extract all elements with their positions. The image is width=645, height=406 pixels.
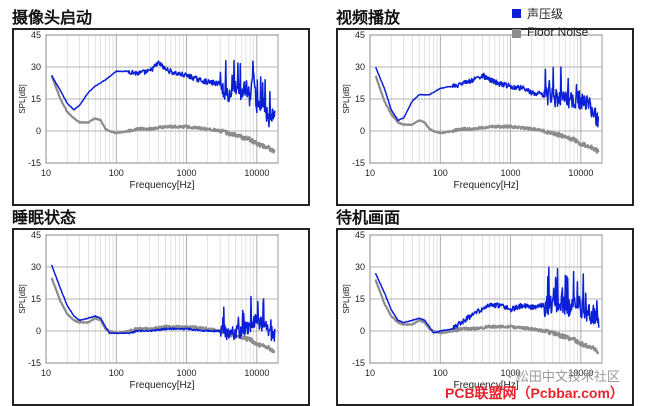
x-tick-label: 10000	[568, 168, 593, 178]
chart-title: 睡眠状态	[12, 208, 77, 227]
y-tick-label: 30	[355, 262, 365, 272]
x-tick-label: 1000	[501, 168, 521, 178]
y-tick-label: 30	[355, 62, 365, 72]
legend-item-spl: 声压级	[512, 4, 642, 24]
y-axis-label: SPL[dB]	[342, 284, 351, 313]
series-line-spl	[374, 66, 600, 128]
y-tick-label: 30	[31, 62, 41, 72]
legend-label: 声压级	[527, 7, 564, 21]
chart-svg: -15 0 15 30 45 10 100 1000 10000 Frequency[Hz] SPL…	[342, 230, 603, 391]
x-tick-label: 100	[433, 168, 448, 178]
x-tick-label: 1000	[177, 368, 197, 378]
y-tick-label: -15	[352, 358, 365, 368]
y-tick-label: -15	[28, 158, 41, 168]
series-line-spl	[51, 59, 276, 128]
series-line-floor-noise	[374, 279, 600, 355]
chart-panel-sleep-state: 睡眠状态 -15 0 15 30 45 10 100 1000 10000 Frequency[H…	[10, 208, 326, 406]
x-tick-label: 10000	[244, 368, 269, 378]
chart-panel-camera-start: 摄像头启动 -15 0 15 30 45 10 100 1000 10000 Frequency[…	[10, 8, 326, 206]
chart-title: 待机画面	[336, 208, 401, 227]
site-watermark: PCB联盟网（Pcbbar.com）	[445, 385, 624, 401]
chart-svg: -15 0 15 30 45 10 100 1000 10000 Frequency[Hz] SPL…	[342, 30, 603, 191]
y-axis-label: SPL[dB]	[18, 84, 27, 113]
legend-item-floor-noise: Floor Noise	[512, 24, 642, 44]
y-axis-label: SPL[dB]	[342, 84, 351, 113]
x-tick-label: 10000	[568, 368, 593, 378]
wechat-watermark-text: 松田中文技术社区	[515, 369, 620, 384]
wechat-icon: ◔	[505, 370, 513, 384]
y-tick-label: -15	[352, 158, 365, 168]
x-axis-label: Frequency[Hz]	[129, 380, 194, 391]
y-tick-label: 45	[31, 230, 41, 240]
series-line-floor-noise	[50, 277, 276, 354]
y-tick-label: 15	[355, 94, 365, 104]
x-tick-label: 10000	[244, 168, 269, 178]
x-tick-label: 10	[41, 168, 51, 178]
y-tick-label: 45	[355, 230, 365, 240]
chart-svg: -15 0 15 30 45 10 100 1000 10000 Frequency[Hz] SPL…	[18, 230, 279, 391]
y-tick-label: 15	[355, 294, 365, 304]
x-tick-label: 1000	[177, 168, 197, 178]
legend-swatch	[512, 29, 521, 38]
series-line-spl	[374, 266, 600, 334]
y-tick-label: 15	[31, 294, 41, 304]
y-tick-label: -15	[28, 358, 41, 368]
x-tick-label: 100	[109, 168, 124, 178]
y-tick-label: 45	[31, 30, 41, 40]
chart-legend: 声压级 Floor Noise	[512, 4, 642, 44]
y-tick-label: 0	[360, 326, 365, 336]
chart-title: 视频播放	[336, 8, 401, 27]
chart-svg: -15 0 15 30 45 10 100 1000 10000 Frequency[Hz] SPL…	[18, 30, 279, 191]
series-line-floor-noise	[374, 75, 600, 154]
x-axis-label: Frequency[Hz]	[453, 380, 518, 391]
legend-swatch	[512, 9, 521, 18]
y-tick-label: 15	[31, 94, 41, 104]
y-tick-label: 45	[355, 30, 365, 40]
x-tick-label: 10	[41, 368, 51, 378]
chart-panel-video-playback: 视频播放 -15 0 15 30 45 10 100 1000 10000 Frequency[H…	[334, 8, 645, 206]
x-tick-label: 1000	[501, 368, 521, 378]
y-axis-label: SPL[dB]	[18, 284, 27, 313]
chart-panel-standby-screen: 待机画面 -15 0 15 30 45 10 100 1000 10000 Frequency[H…	[334, 208, 645, 406]
x-axis-label: Frequency[Hz]	[129, 180, 194, 191]
x-tick-label: 100	[109, 368, 124, 378]
y-tick-label: 0	[36, 326, 41, 336]
series-line-spl	[50, 264, 276, 342]
x-axis-label: Frequency[Hz]	[453, 180, 518, 191]
chart-title: 摄像头启动	[12, 8, 93, 27]
x-tick-label: 10	[365, 168, 375, 178]
wechat-watermark: ◔ 松田中文技术社区	[505, 366, 620, 385]
x-tick-label: 10	[365, 368, 375, 378]
legend-label: Floor Noise	[527, 25, 589, 39]
series-line-floor-noise	[50, 74, 276, 154]
y-tick-label: 0	[360, 126, 365, 136]
x-tick-label: 100	[433, 368, 448, 378]
y-tick-label: 0	[36, 126, 41, 136]
y-tick-label: 30	[31, 262, 41, 272]
